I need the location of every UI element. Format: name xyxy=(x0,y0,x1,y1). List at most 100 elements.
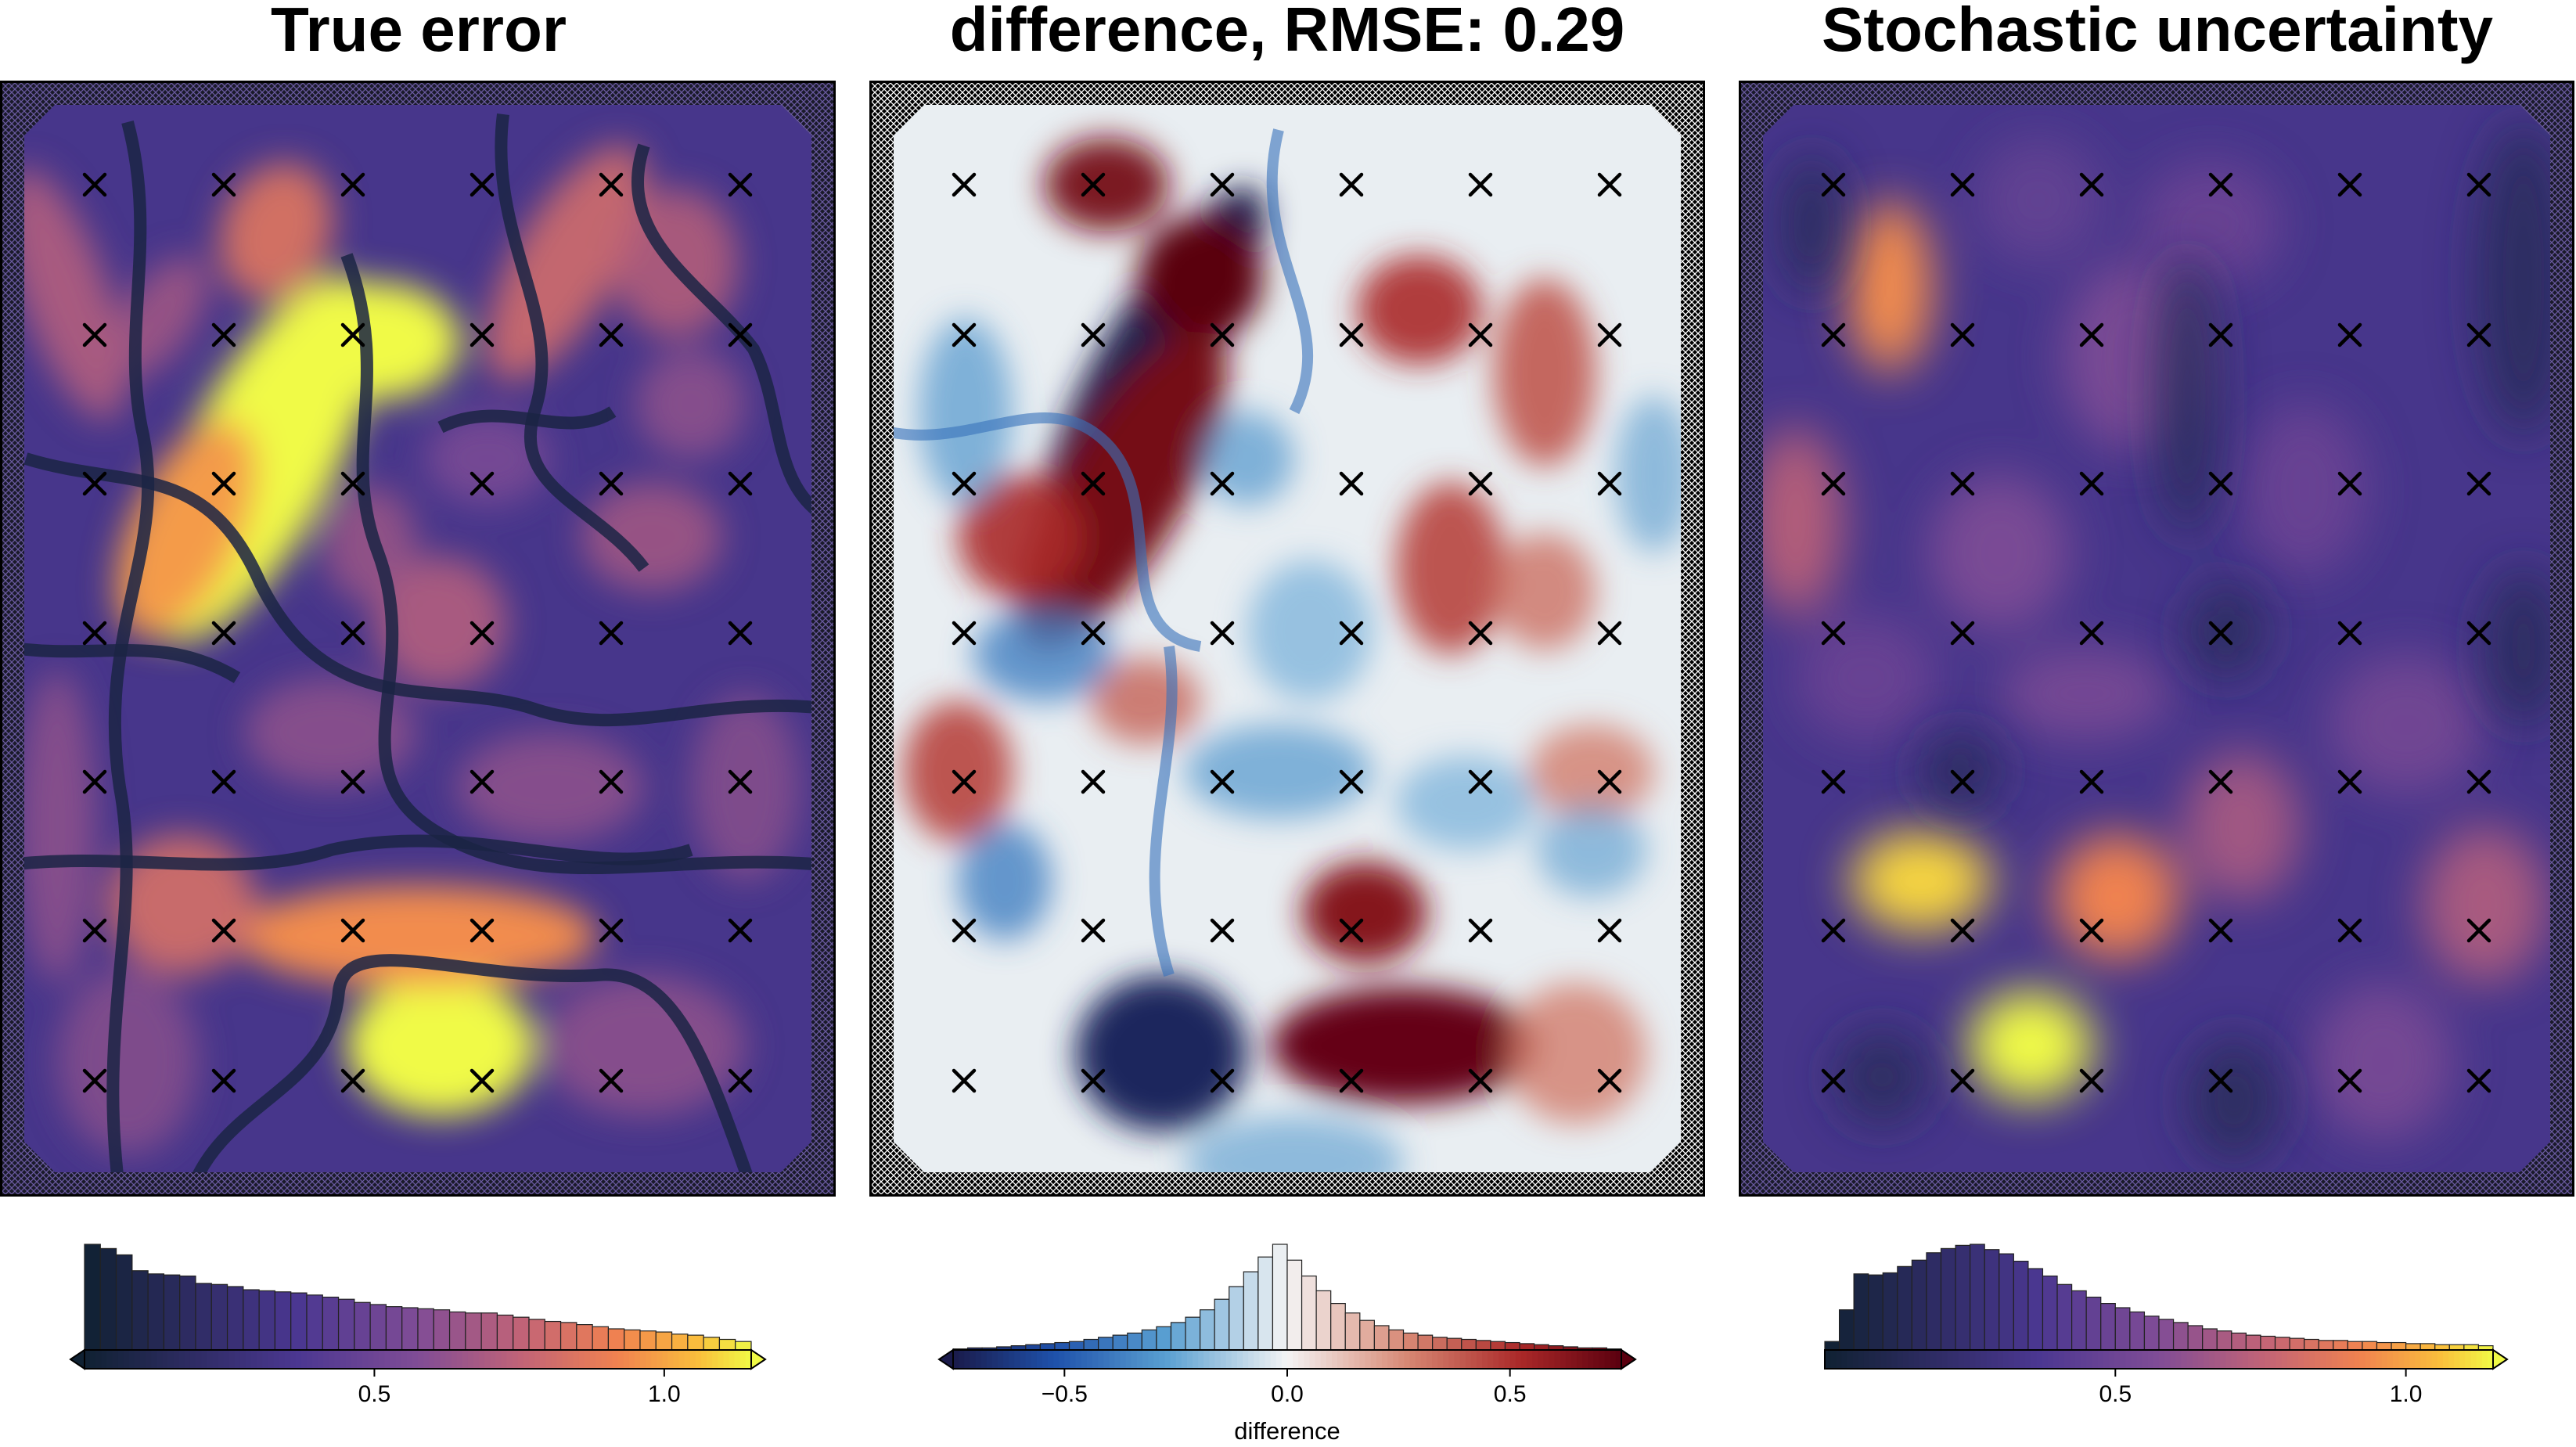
stochastic-uncertainty-colorbar-tick-label: 0.5 xyxy=(2099,1381,2132,1407)
true-error-histogram-bar xyxy=(195,1283,212,1351)
true-error-point-marker xyxy=(728,918,753,943)
true-error-point-marker xyxy=(340,1068,365,1093)
difference-histogram-bar xyxy=(1344,1312,1361,1351)
stochastic-uncertainty-point-marker xyxy=(2208,1068,2233,1093)
true-error-histogram-bar xyxy=(385,1306,403,1351)
stochastic-uncertainty-histogram-bar xyxy=(2463,1344,2480,1351)
true-error-histogram-bar xyxy=(369,1304,387,1351)
map-stochastic-uncertainty xyxy=(1739,81,2574,1197)
stochastic-uncertainty-histogram-bar xyxy=(2231,1332,2247,1351)
true-error-histogram-bar xyxy=(607,1328,625,1351)
stochastic-uncertainty-histogram-bar xyxy=(2333,1340,2348,1351)
stochastic-uncertainty-point-marker xyxy=(1821,918,1846,943)
true-error-point-marker xyxy=(82,621,107,646)
stochastic-uncertainty-point-marker xyxy=(2079,918,2104,943)
stochastic-uncertainty-histogram-bar xyxy=(2260,1335,2276,1351)
difference-point-marker xyxy=(1597,621,1622,646)
stochastic-uncertainty-histogram-bar xyxy=(2027,1268,2044,1351)
difference-histogram-bar xyxy=(1315,1290,1332,1351)
difference-point-marker xyxy=(1597,918,1622,943)
true-error-point-marker xyxy=(470,471,495,496)
stochastic-uncertainty-histogram-bar xyxy=(1926,1252,1942,1351)
stochastic-uncertainty-point-marker xyxy=(1950,1068,1975,1093)
difference-point-marker xyxy=(952,621,977,646)
true-error-histogram-bar xyxy=(274,1291,292,1351)
stochastic-uncertainty-histogram-bar xyxy=(1824,1341,1840,1351)
stochastic-uncertainty-histogram-bar xyxy=(1999,1253,2014,1351)
difference-point-marker xyxy=(1468,172,1493,197)
true-error-point-marker xyxy=(599,621,624,646)
difference-histogram-bar xyxy=(1054,1341,1070,1351)
stochastic-uncertainty-point-marker xyxy=(2466,471,2491,496)
difference-point-marker xyxy=(1597,471,1622,496)
panel-title-stochastic-uncertainty: Stochastic uncertainty xyxy=(1821,0,2493,64)
true-error-histogram-bar xyxy=(559,1322,577,1351)
stochastic-uncertainty-point-marker xyxy=(2337,769,2362,794)
stochastic-uncertainty-histogram-bar xyxy=(1868,1274,1883,1351)
difference-histogram-bar xyxy=(1359,1319,1375,1351)
stochastic-uncertainty-point-marker xyxy=(2208,621,2233,646)
difference-point-marker xyxy=(1468,621,1493,646)
stochastic-uncertainty-point-marker xyxy=(1821,322,1846,347)
stochastic-uncertainty-histogram-bar xyxy=(2405,1343,2421,1351)
stochastic-uncertainty-histogram-bar xyxy=(2434,1344,2450,1351)
difference-point-marker xyxy=(1339,918,1364,943)
difference-point-marker xyxy=(1210,769,1235,794)
stochastic-uncertainty-point-marker xyxy=(2337,172,2362,197)
difference-point-marker xyxy=(1339,322,1364,347)
difference-point-marker xyxy=(1081,621,1106,646)
stochastic-uncertainty-histogram-bar xyxy=(2085,1296,2102,1351)
true-error-point-marker xyxy=(82,1068,107,1093)
true-error-point-marker xyxy=(599,918,624,943)
true-error-point-marker xyxy=(728,322,753,347)
difference-colorbar-tick-label: −0.5 xyxy=(1042,1381,1088,1407)
stochastic-uncertainty-histogram-bar xyxy=(2245,1334,2261,1351)
stochastic-uncertainty-histogram-bar xyxy=(1940,1247,1956,1351)
true-error-histogram-bar xyxy=(210,1283,228,1351)
difference-histogram-bar xyxy=(1243,1271,1259,1351)
true-error-histogram-bar xyxy=(258,1290,276,1351)
true-error-point-marker xyxy=(211,172,236,197)
stochastic-uncertainty-point-marker xyxy=(2079,172,2104,197)
difference-point-marker xyxy=(1597,322,1622,347)
stochastic-uncertainty-histogram-bar xyxy=(2216,1330,2232,1351)
stochastic-uncertainty-histogram-bar xyxy=(2129,1311,2146,1351)
stochastic-uncertainty-colorbar-tick-label: 1.0 xyxy=(2390,1381,2423,1407)
difference-point-marker xyxy=(1468,769,1493,794)
difference-histogram-bar xyxy=(1098,1337,1114,1351)
difference-point-marker xyxy=(1081,471,1106,496)
true-error-point-marker xyxy=(340,621,365,646)
difference-point-marker xyxy=(952,322,977,347)
stochastic-uncertainty-point-marker xyxy=(2079,322,2104,347)
stochastic-uncertainty-histogram-bar xyxy=(2347,1341,2363,1351)
true-error-histogram-bar xyxy=(354,1301,371,1351)
stochastic-uncertainty-point-marker xyxy=(2079,471,2104,496)
stochastic-uncertainty-histogram-bar xyxy=(2318,1340,2334,1351)
difference-histogram-bar xyxy=(1432,1337,1448,1351)
difference-point-marker xyxy=(1339,471,1364,496)
true-error-histogram-bar xyxy=(544,1320,562,1351)
true-error-point-marker xyxy=(599,322,624,347)
stochastic-uncertainty-point-marker xyxy=(1950,471,1975,496)
true-error-histogram-bar xyxy=(639,1330,657,1351)
difference-point-marker xyxy=(1468,918,1493,943)
true-error-point-marker xyxy=(211,918,236,943)
panel-title-difference: difference, RMSE: 0.29 xyxy=(949,0,1625,64)
stochastic-uncertainty-point-marker xyxy=(2337,1068,2362,1093)
true-error-point-marker xyxy=(470,322,495,347)
stochastic-uncertainty-histogram-bar xyxy=(2056,1283,2073,1351)
colorbar-histograms: 0.5 1.0 −0.5 0.0 0.5 difference 0.5 1.0 xyxy=(69,1244,2509,1445)
difference-histogram-bar xyxy=(1388,1329,1405,1351)
stochastic-uncertainty-point-marker xyxy=(2079,1068,2104,1093)
difference-histogram-bar xyxy=(1373,1325,1390,1351)
true-error-point-marker xyxy=(728,1068,753,1093)
stochastic-uncertainty-point-marker xyxy=(1821,471,1846,496)
stochastic-uncertainty-histogram-bar xyxy=(2448,1344,2465,1351)
true-error-histogram-bar xyxy=(655,1331,673,1351)
stochastic-uncertainty-histogram-bar xyxy=(1955,1244,1971,1351)
stochastic-uncertainty-point-marker xyxy=(2208,769,2233,794)
true-error-point-marker xyxy=(340,172,365,197)
true-error-histogram-bar xyxy=(115,1254,133,1351)
stochastic-uncertainty-histogram-bar xyxy=(2202,1328,2218,1351)
difference-point-marker xyxy=(952,172,977,197)
